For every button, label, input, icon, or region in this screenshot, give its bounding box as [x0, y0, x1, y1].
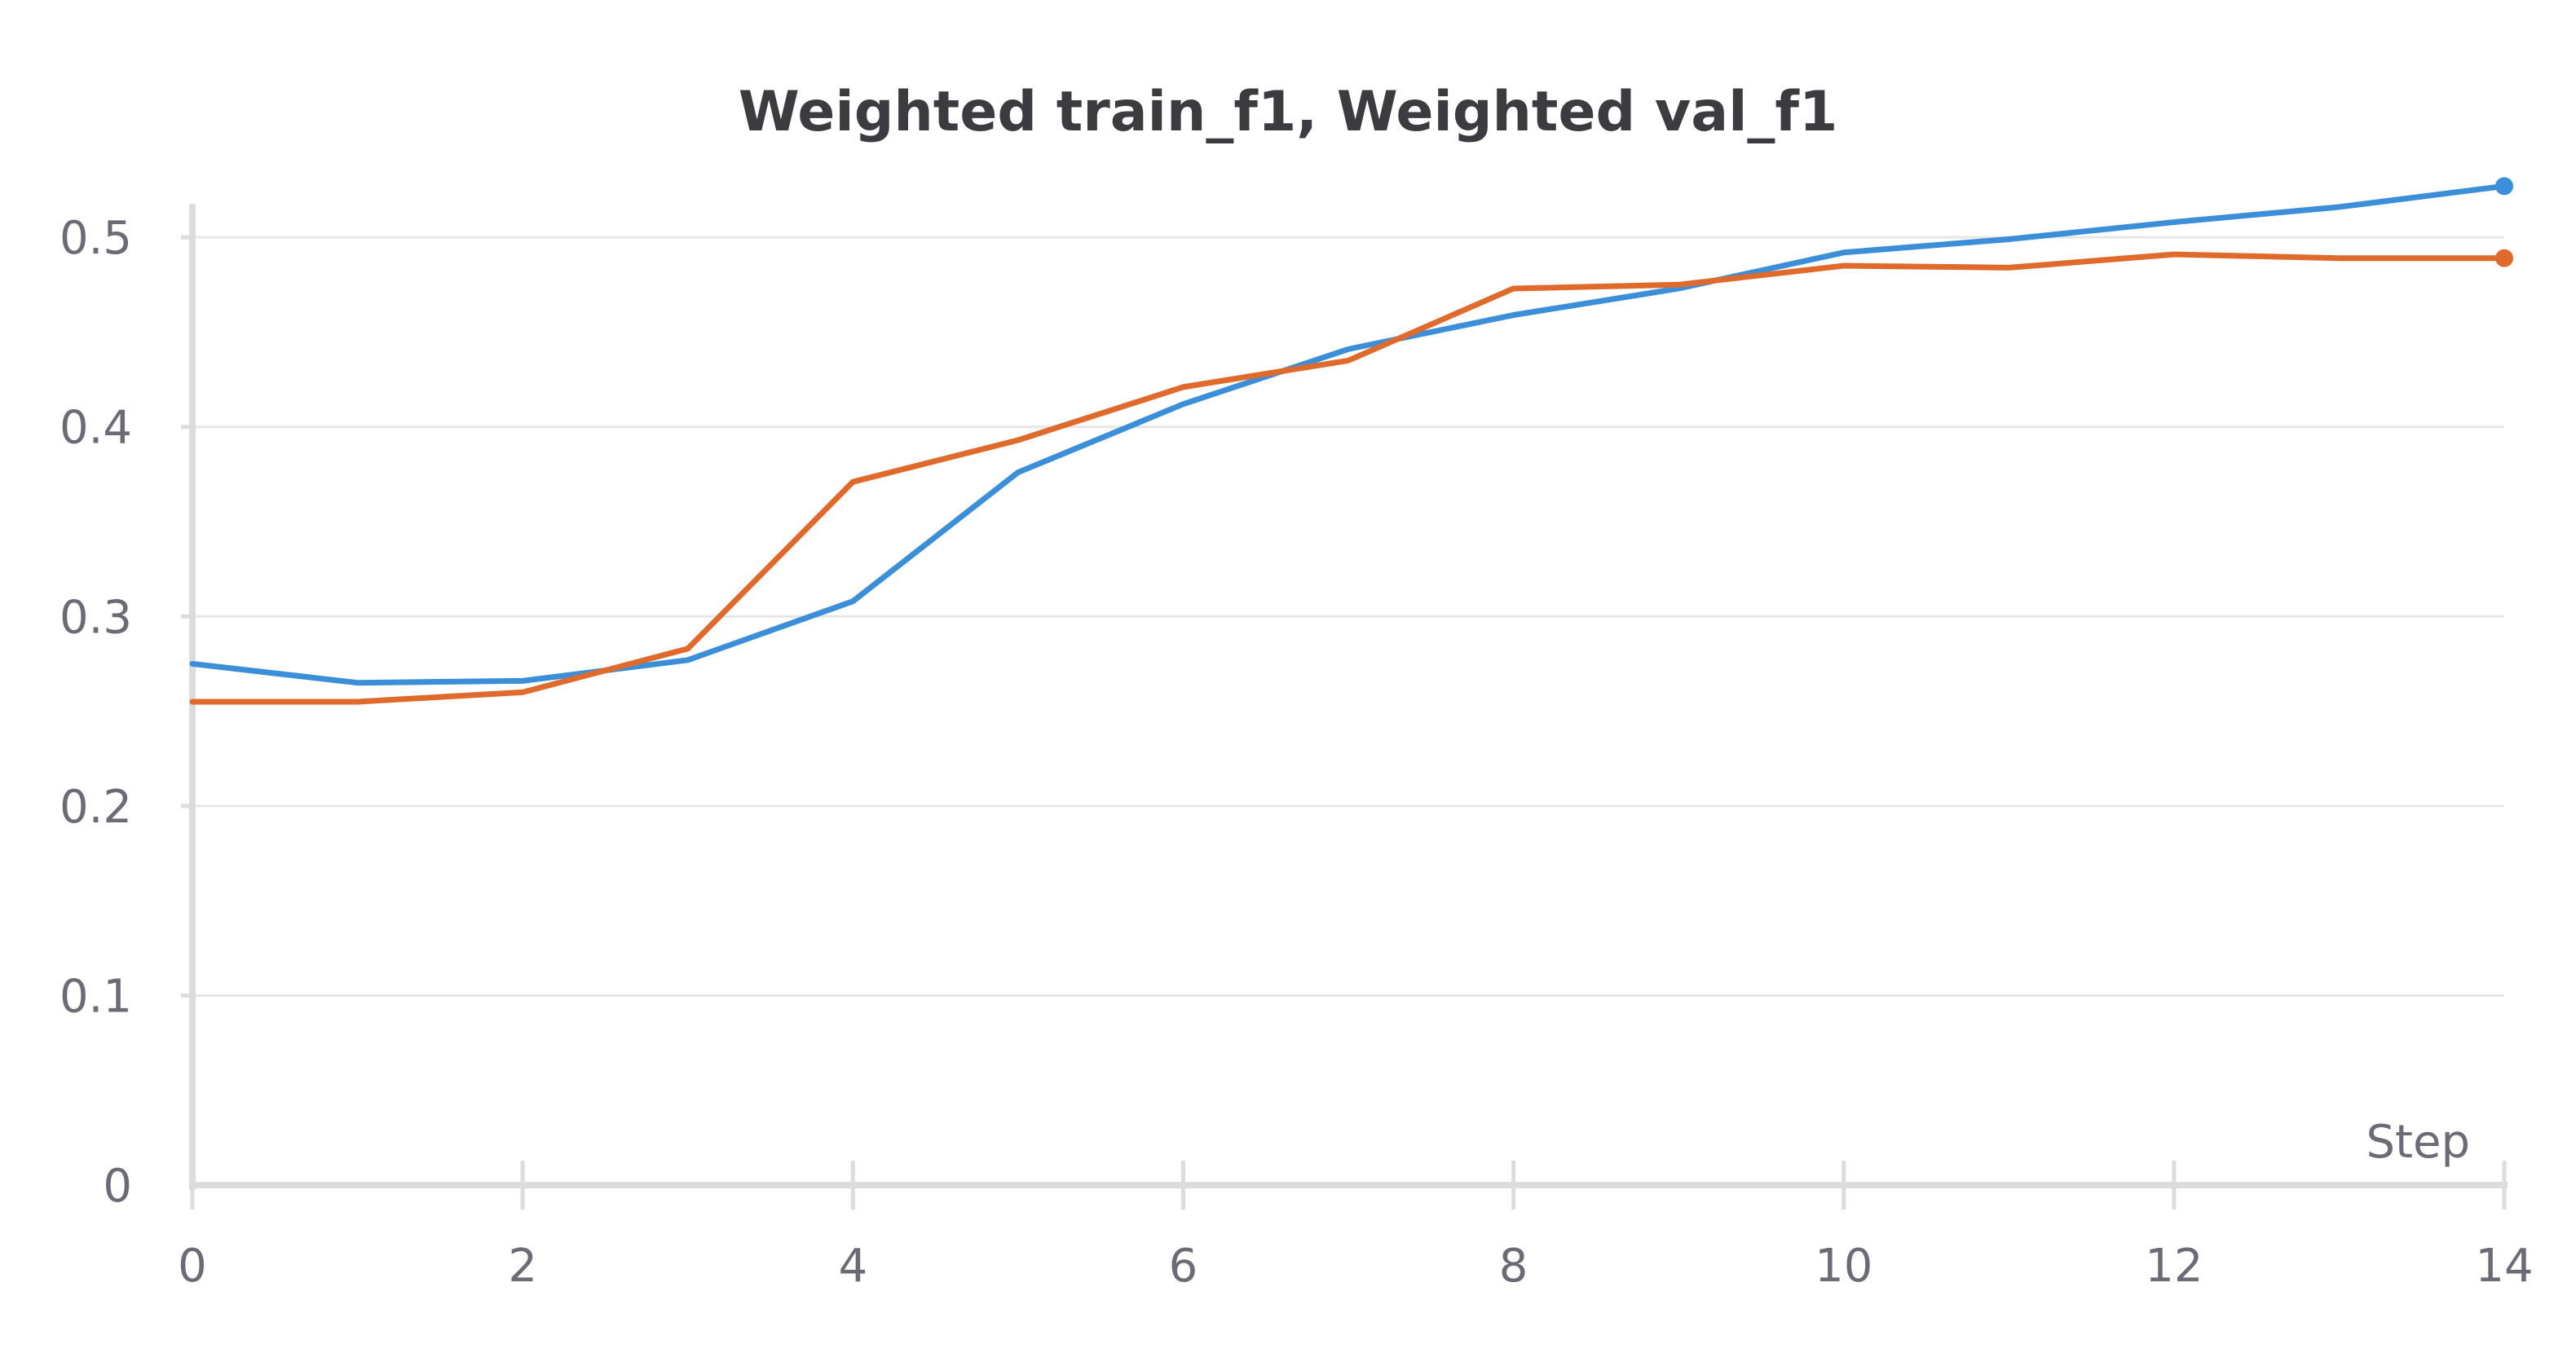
- x-tick-label: 14: [2475, 1240, 2533, 1293]
- series-end-point-1[interactable]: [2495, 177, 2513, 196]
- x-tick-label: 6: [1169, 1240, 1198, 1293]
- x-tick-label: 10: [1815, 1240, 1872, 1293]
- series-lines: [189, 177, 2513, 705]
- x-tick-label: 2: [508, 1240, 537, 1293]
- chart-title: Weighted train_f1, Weighted val_f1: [739, 80, 1838, 144]
- tick-labels: 0 0.1 0.2 0.3 0.4 0.5 0 2 4 6 8 10 12 14: [60, 212, 2534, 1293]
- grid-lines: [192, 236, 2504, 997]
- series-line-1: [189, 183, 2508, 686]
- x-tick-label: 4: [838, 1240, 867, 1293]
- x-axis-title: Step: [2366, 1116, 2470, 1169]
- y-tick-label: 0.5: [60, 212, 132, 265]
- x-tick-label: 8: [1499, 1240, 1528, 1293]
- y-tick-label: 0.2: [60, 781, 132, 834]
- y-tick-label: 0.4: [60, 402, 132, 455]
- series-line-2: [189, 251, 2508, 705]
- y-tick-label: 0: [103, 1160, 132, 1213]
- y-tick-label: 0.3: [60, 591, 132, 644]
- series-end-point-2[interactable]: [2495, 249, 2513, 267]
- x-tick-label: 0: [178, 1240, 207, 1293]
- y-tick-label: 0.1: [60, 970, 132, 1023]
- axes: [181, 204, 2508, 1210]
- x-tick-label: 12: [2145, 1240, 2203, 1293]
